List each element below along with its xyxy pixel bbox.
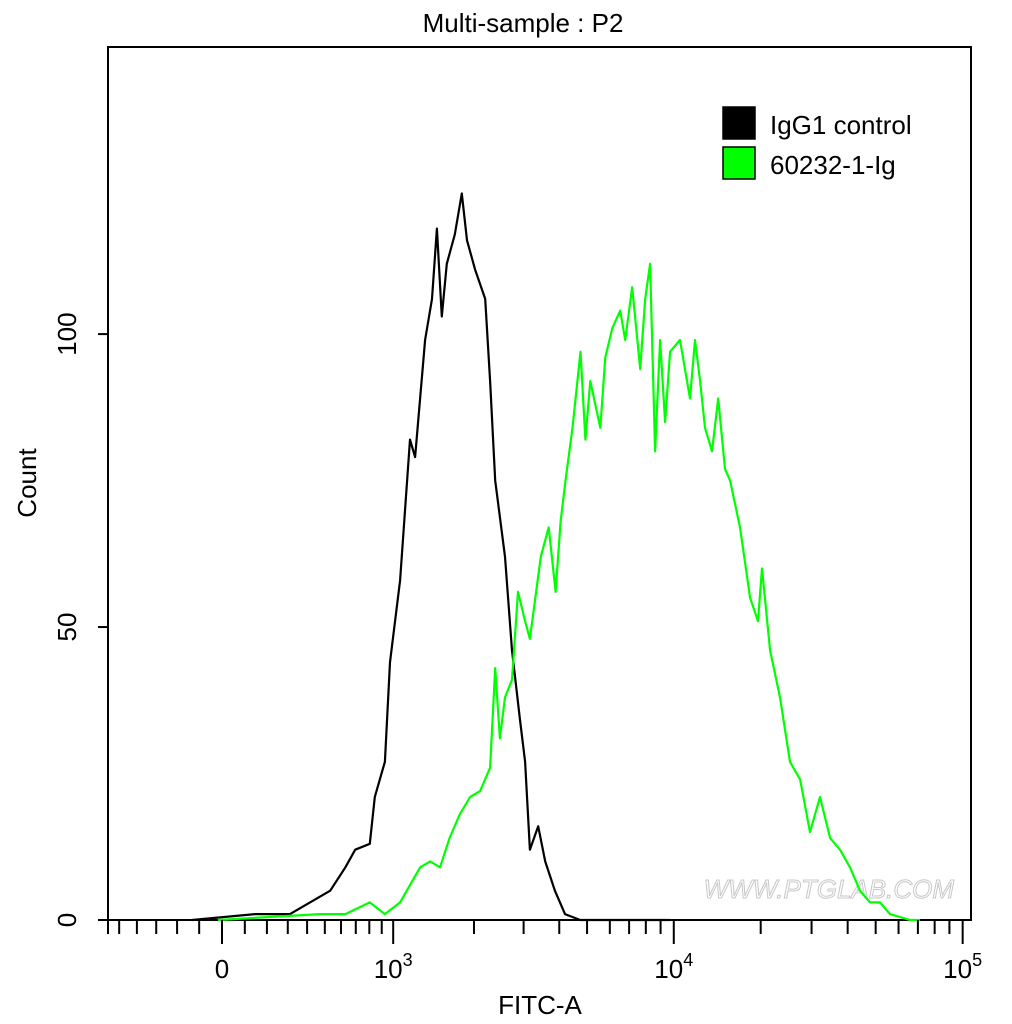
x-tick-label: 0 [215, 954, 229, 984]
x-tick-label: 104 [654, 950, 693, 984]
x-tick-label: 103 [374, 950, 413, 984]
series-line-0 [191, 192, 671, 922]
legend: IgG1 control 60232-1-Ig [722, 106, 912, 180]
plot-area [107, 46, 972, 921]
series-line-1 [217, 262, 920, 922]
legend-swatch [722, 146, 756, 180]
chart-title: Multi-sample : P2 [423, 8, 624, 38]
y-tick-label: 50 [52, 613, 82, 642]
x-axis-label: FITC-A [498, 990, 582, 1020]
watermark: WWW.PTGLAB.COM [704, 874, 955, 904]
y-axis-label: Count [12, 448, 42, 518]
y-tick-label: 100 [52, 312, 82, 355]
legend-label: IgG1 control [770, 110, 912, 140]
legend-label: 60232-1-Ig [770, 150, 896, 180]
legend-swatch [722, 106, 756, 140]
x-tick-label: 105 [943, 950, 982, 984]
y-tick-label: 0 [52, 913, 82, 927]
